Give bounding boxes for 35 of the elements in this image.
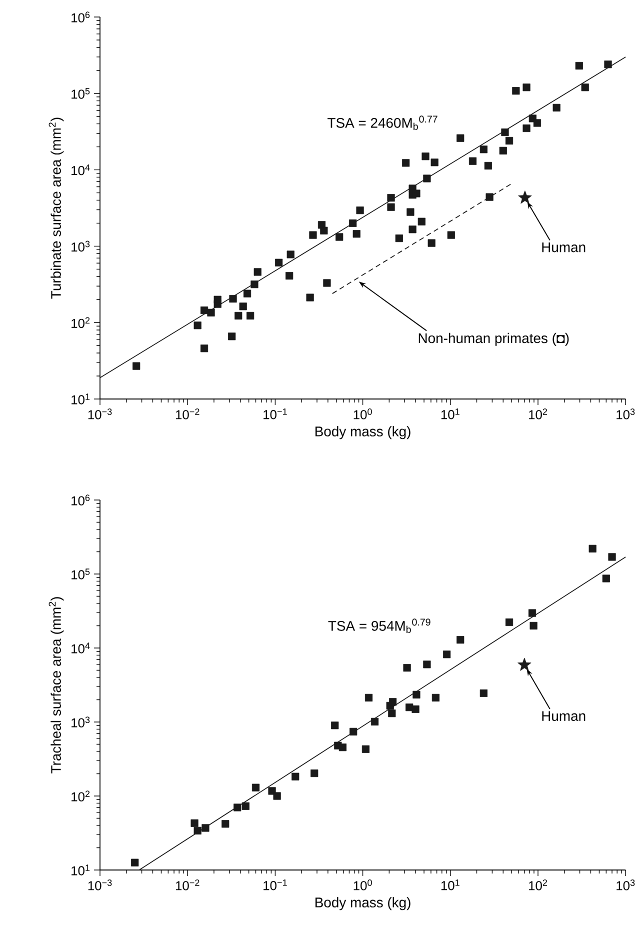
x-tick-label: 10$^{3}$ bbox=[616, 408, 635, 420]
x-tick-label: 10$^{−2}$ bbox=[176, 880, 200, 890]
x-tick-label: 10$^{1}$ bbox=[441, 408, 460, 420]
y-tick-label: 10$^{5}$ bbox=[72, 568, 90, 580]
y-tick-label: 10$^{6}$ bbox=[72, 494, 90, 506]
y-tick-label: 10$^{5}$ bbox=[72, 88, 90, 99]
y-axis-title: Turbinate surface area (mm$^{2}$) bbox=[48, 118, 64, 299]
y-tick-label: 10$^{3}$ bbox=[72, 716, 90, 728]
y-tick-label: 10$^{1}$ bbox=[72, 394, 90, 404]
x-tick-label: 10$^{0}$ bbox=[354, 408, 372, 420]
x-tick-label: 10$^{1}$ bbox=[441, 880, 460, 890]
annotation: Non-human primates (◘) bbox=[418, 332, 569, 346]
annotation: Human bbox=[542, 711, 586, 721]
y-tick-label: 10$^{6}$ bbox=[72, 12, 90, 22]
annotation: Human bbox=[542, 242, 586, 252]
annotation: TSA = 954M$_{b}$0.79 bbox=[328, 618, 430, 633]
x-tick-label: 10$^{3}$ bbox=[616, 880, 635, 890]
y-axis-title: Tracheal surface area (mm$^{2}$) bbox=[48, 597, 64, 774]
y-tick-label: 10$^{1}$ bbox=[72, 864, 90, 876]
x-tick-label: 10$^{−1}$ bbox=[264, 408, 287, 420]
x-tick-label: 10$^{2}$ bbox=[529, 880, 548, 890]
y-tick-label: 10$^{2}$ bbox=[72, 790, 90, 802]
x-tick-label: 10$^{−3}$ bbox=[88, 408, 112, 420]
x-tick-label: 10$^{−3}$ bbox=[88, 880, 112, 890]
x-tick-label: 10$^{0}$ bbox=[354, 880, 372, 890]
x-tick-label: 10$^{−2}$ bbox=[176, 408, 200, 420]
y-tick-label: 10$^{3}$ bbox=[72, 240, 90, 252]
x-axis-title: Body mass (kg) bbox=[315, 897, 410, 910]
x-tick-label: 10$^{2}$ bbox=[529, 408, 548, 420]
annotation: TSA = 2460M$_{b}$0.77 bbox=[328, 116, 438, 130]
y-tick-label: 10$^{4}$ bbox=[72, 164, 90, 176]
x-tick-label: 10$^{−1}$ bbox=[264, 880, 287, 890]
y-tick-label: 10$^{4}$ bbox=[72, 642, 90, 654]
y-tick-label: 10$^{2}$ bbox=[72, 317, 90, 328]
x-axis-title: Body mass (kg) bbox=[315, 426, 410, 440]
